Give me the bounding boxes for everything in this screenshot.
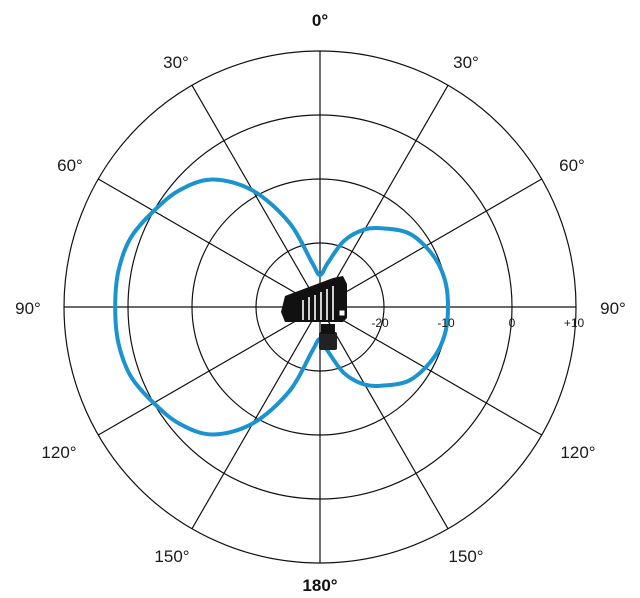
angle-label-60-left: 60° bbox=[57, 156, 83, 175]
angle-label-90-right: 90° bbox=[600, 299, 626, 318]
angle-label-180: 180° bbox=[302, 576, 337, 595]
angle-label-0: 0° bbox=[312, 11, 328, 30]
angle-label-120-left: 120° bbox=[41, 443, 76, 462]
radial-tick--20: -20 bbox=[371, 316, 389, 330]
angle-label-150-left: 150° bbox=[154, 547, 189, 566]
radial-tick--10: -10 bbox=[437, 316, 455, 330]
angle-label-90-left: 90° bbox=[15, 299, 41, 318]
angle-label-60-right: 60° bbox=[559, 156, 585, 175]
microphone-icon bbox=[281, 276, 347, 350]
angle-label-120-right: 120° bbox=[560, 443, 595, 462]
radial-tick-plus10: +10 bbox=[564, 316, 585, 330]
angle-label-150-right: 150° bbox=[448, 547, 483, 566]
angle-label-30-right: 30° bbox=[453, 53, 479, 72]
angle-label-30-left: 30° bbox=[163, 53, 189, 72]
radial-tick-0: 0 bbox=[509, 316, 516, 330]
